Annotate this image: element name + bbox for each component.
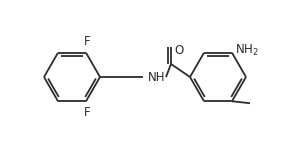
Text: NH$_2$: NH$_2$ <box>235 43 259 58</box>
Text: F: F <box>84 35 90 48</box>
Text: O: O <box>174 44 183 57</box>
Text: F: F <box>84 106 90 119</box>
Text: NH: NH <box>148 71 166 83</box>
